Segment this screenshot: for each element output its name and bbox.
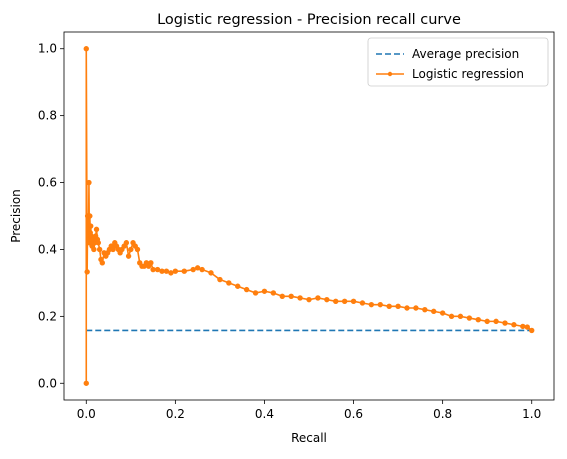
data-point [484, 318, 490, 325]
data-point [84, 269, 90, 275]
data-point [279, 293, 285, 299]
x-axis-ticks: 0.0 0.2 0.4 0.6 0.8 1.0 [77, 400, 541, 421]
data-point [395, 303, 401, 310]
data-point [226, 280, 232, 286]
data-point [493, 318, 499, 325]
y-tick-label: 0.8 [38, 109, 57, 123]
data-point [194, 265, 201, 271]
data-point [377, 301, 383, 308]
y-tick-label: 1.0 [38, 42, 57, 56]
data-point [125, 253, 132, 259]
y-axis-label: Precision [9, 189, 23, 243]
legend: Average precision Logistic regression [367, 37, 549, 87]
y-tick-label: 0.2 [38, 309, 57, 323]
data-point [128, 246, 134, 253]
data-point [350, 298, 357, 305]
data-point [288, 293, 294, 299]
data-point [261, 288, 268, 294]
data-point [502, 320, 508, 326]
data-point [413, 305, 419, 311]
y-tick-label: 0.0 [38, 376, 57, 390]
x-tick-label: 0.2 [166, 407, 185, 421]
chart-title: Logistic regression - Precision recall c… [157, 12, 461, 28]
legend-label: Logistic regression [412, 67, 524, 81]
legend-marker [387, 71, 393, 77]
data-point [315, 295, 321, 301]
y-axis-ticks: 0.0 0.2 0.4 0.6 0.8 1.0 [38, 42, 64, 390]
data-point [252, 290, 259, 296]
data-point [359, 300, 366, 306]
data-point [91, 246, 97, 253]
data-point [93, 226, 100, 233]
data-point [190, 266, 196, 273]
data-point [96, 246, 103, 253]
data-point [243, 286, 250, 293]
data-point [431, 308, 437, 315]
data-point [83, 380, 89, 386]
data-point [159, 268, 165, 274]
legend-label: Average precision [412, 47, 519, 61]
data-point [148, 260, 154, 266]
data-point [110, 246, 116, 253]
data-point [217, 276, 223, 283]
series-layer [83, 46, 535, 386]
legend-box [367, 37, 549, 87]
data-point [150, 266, 156, 273]
data-point [172, 268, 179, 274]
data-point [99, 260, 106, 266]
x-tick-label: 1.0 [522, 407, 541, 421]
data-point [181, 268, 187, 274]
data-point [168, 270, 174, 276]
data-point [154, 266, 161, 273]
data-point [422, 306, 428, 313]
y-tick-label: 0.6 [38, 176, 57, 190]
data-point [163, 268, 170, 274]
data-point [341, 298, 348, 305]
data-point [123, 240, 130, 246]
x-tick-label: 0.8 [433, 407, 452, 421]
data-point [87, 213, 93, 219]
x-tick-label: 0.4 [255, 407, 274, 421]
data-point [270, 290, 277, 296]
data-point [520, 323, 526, 330]
data-point [134, 246, 141, 253]
data-point [511, 322, 517, 328]
x-axis-label: Recall [291, 431, 327, 445]
data-point [404, 305, 410, 311]
y-tick-label: 0.4 [38, 242, 57, 256]
data-point [466, 315, 473, 321]
data-point [457, 313, 464, 320]
data-point [529, 327, 535, 334]
data-point [324, 296, 330, 303]
data-point [448, 313, 455, 320]
data-point [386, 303, 392, 310]
data-point [368, 301, 375, 308]
data-point [208, 270, 214, 276]
data-point [235, 283, 241, 289]
x-tick-label: 0.0 [77, 407, 96, 421]
data-point [439, 310, 446, 316]
data-point [199, 266, 205, 273]
data-point [86, 179, 92, 186]
data-point [88, 223, 94, 229]
data-point [297, 295, 303, 301]
plot-frame [63, 31, 555, 401]
logistic-regression-line [85, 47, 533, 384]
data-point [306, 296, 312, 303]
data-point [333, 298, 339, 305]
data-point [95, 240, 102, 246]
data-point [83, 46, 89, 52]
x-tick-label: 0.6 [344, 407, 363, 421]
data-point [524, 324, 530, 330]
data-point [475, 317, 481, 323]
